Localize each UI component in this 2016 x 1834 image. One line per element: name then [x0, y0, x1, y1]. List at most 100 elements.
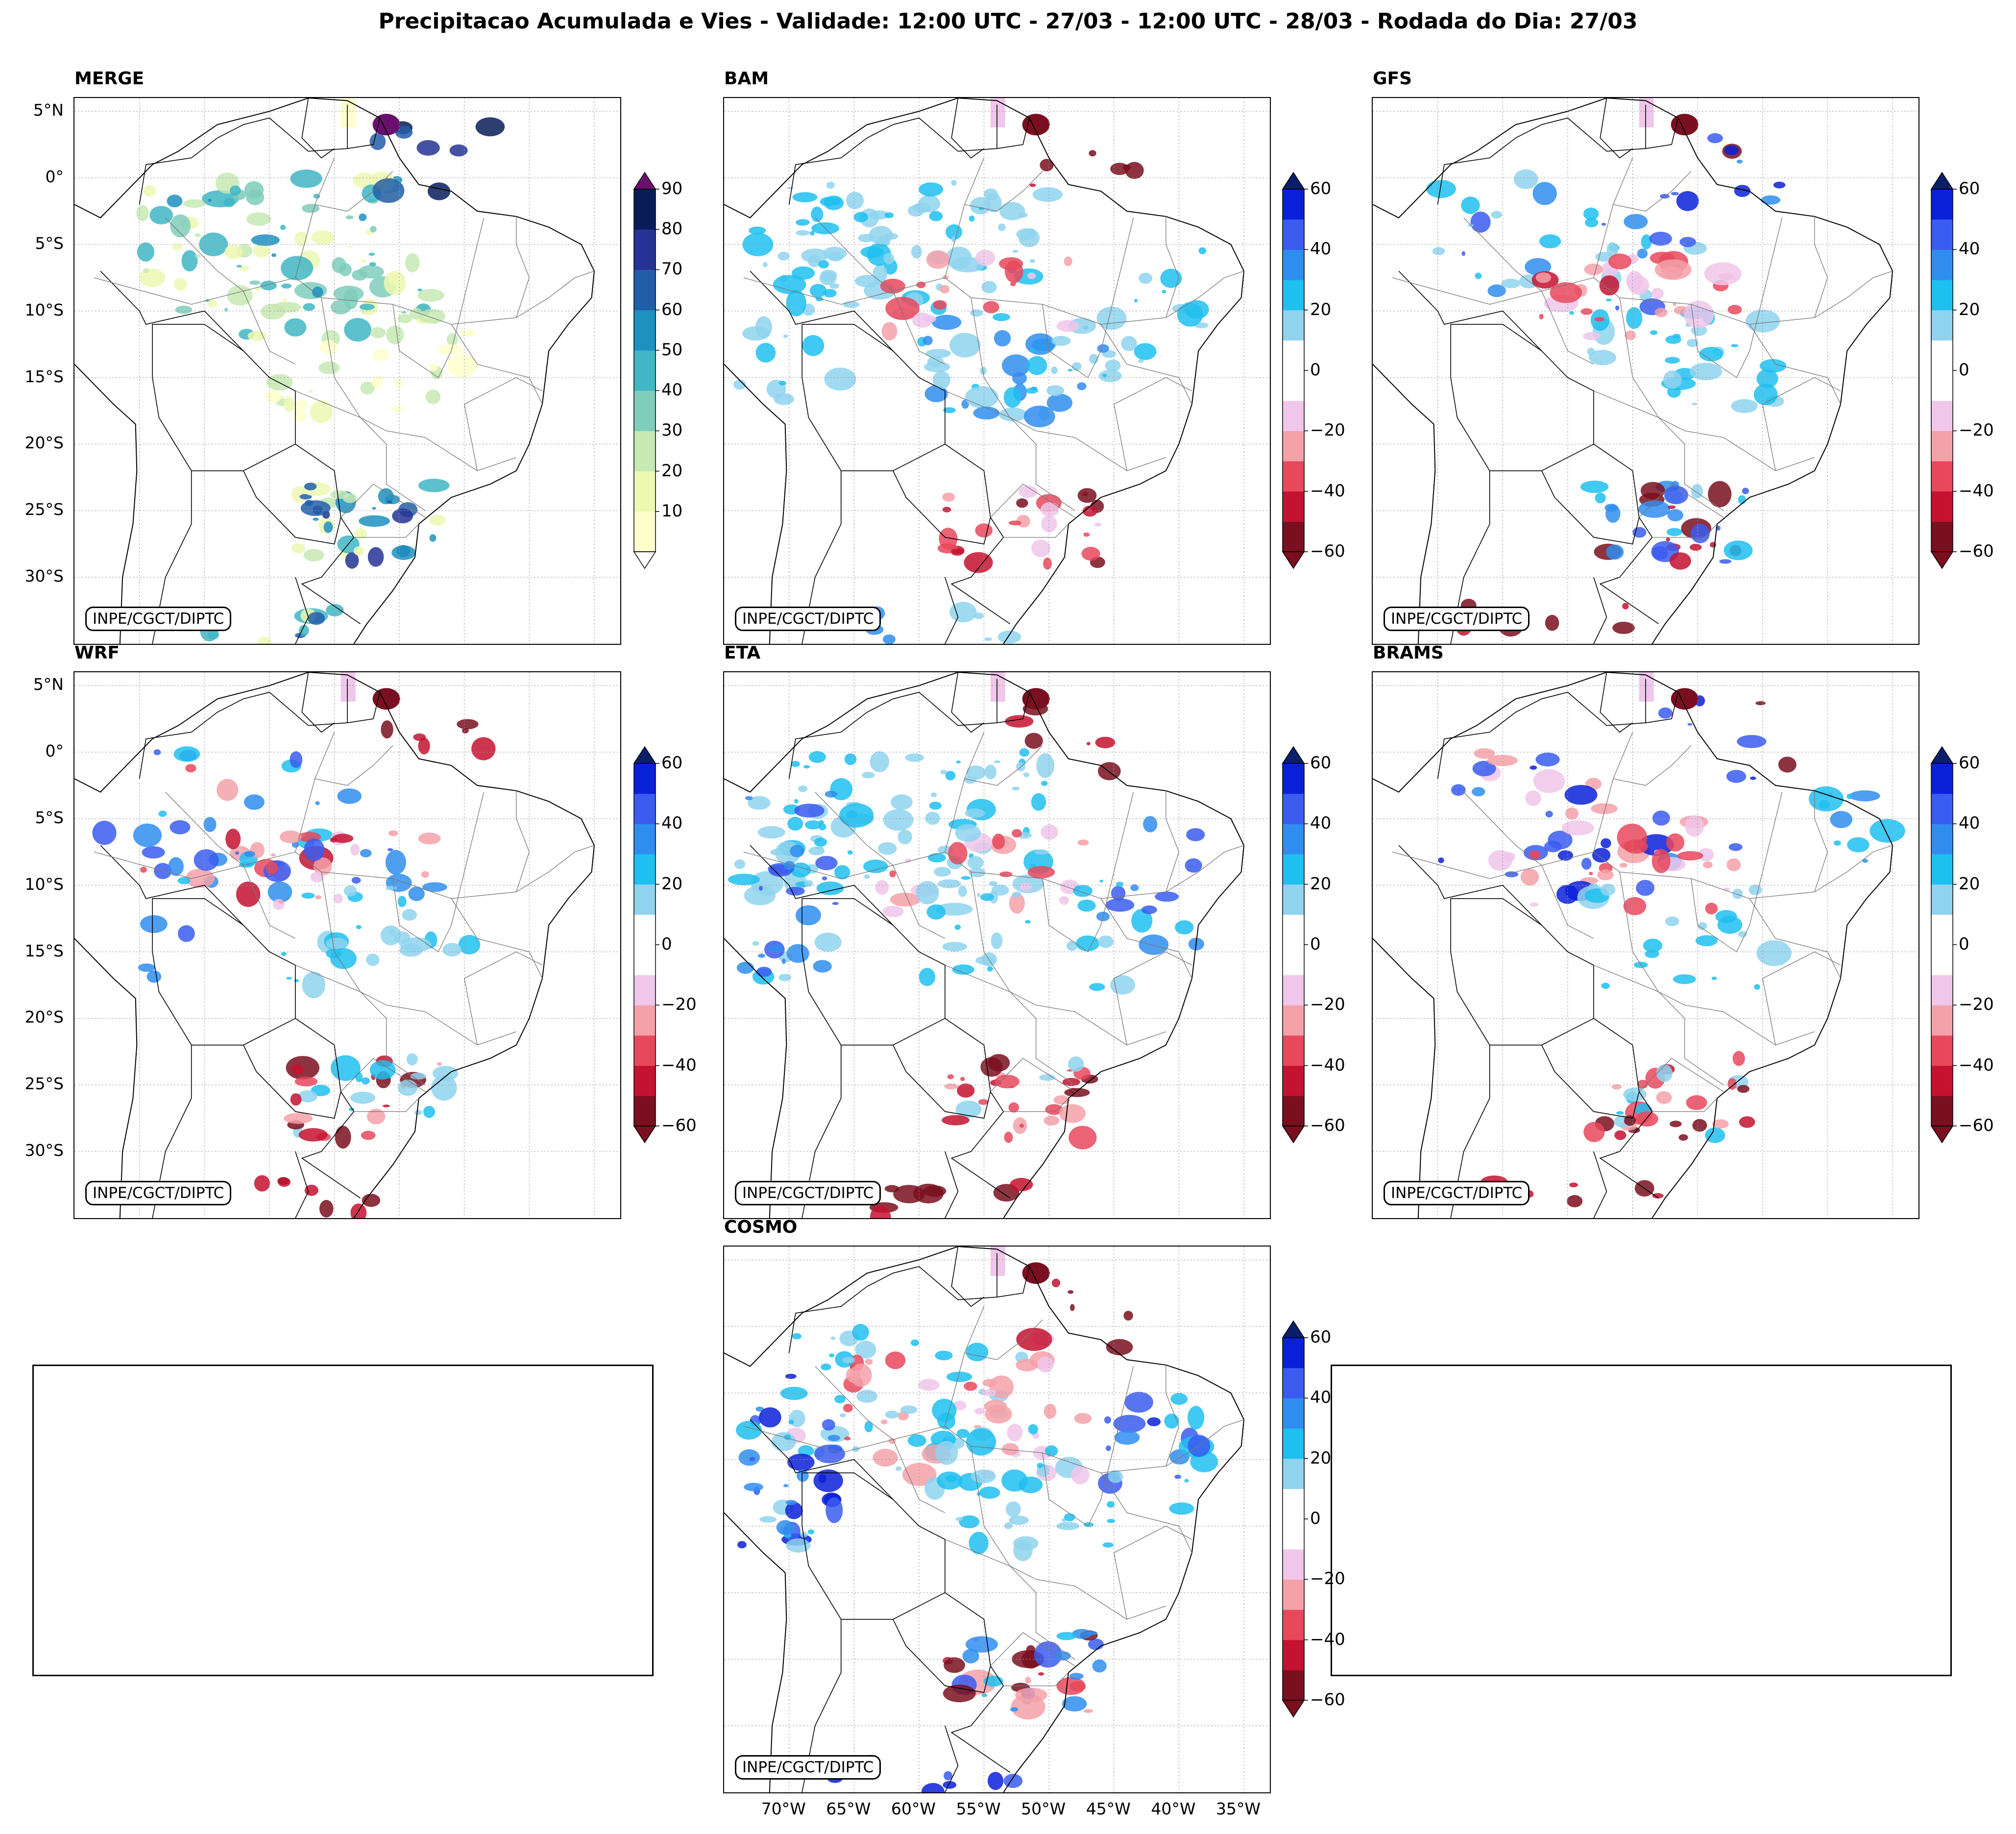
precip-blob	[1105, 898, 1135, 912]
precip-blob	[326, 937, 348, 950]
precip-blob	[414, 1110, 423, 1115]
colorbar-outline	[633, 189, 656, 552]
precip-blob	[207, 631, 219, 639]
country-border	[951, 1247, 984, 1307]
precip-blob	[1037, 1356, 1054, 1373]
country-border	[152, 898, 296, 1046]
state-border	[1003, 1672, 1069, 1687]
country-border	[945, 1725, 959, 1792]
precip-blob	[260, 303, 286, 320]
precip-blob	[433, 1066, 459, 1081]
precip-blob	[736, 961, 754, 974]
graticule	[1373, 98, 1919, 644]
precip-blob	[1488, 850, 1512, 871]
panel-label-eta: ETA	[724, 643, 761, 663]
precip-blob	[820, 196, 836, 207]
precip-blob	[1580, 308, 1593, 315]
precip-blob	[370, 327, 386, 339]
precip-blob	[1673, 974, 1696, 984]
pacific-coastline	[1373, 938, 1436, 1218]
colorbar-segment	[1283, 1005, 1304, 1036]
precip-blob	[458, 935, 481, 954]
precip-blob	[728, 874, 760, 885]
country-border	[750, 845, 1010, 1198]
colorbar-segment	[1931, 945, 1953, 976]
precip-blob	[830, 1336, 836, 1340]
precip-blob	[392, 405, 403, 413]
precip-blob	[370, 1060, 396, 1080]
precip-blob	[912, 202, 931, 213]
precip-blob	[291, 841, 299, 848]
precip-blob	[770, 849, 783, 856]
colorbar-segment	[634, 431, 656, 471]
precip-blob	[1004, 1522, 1013, 1529]
colorbar-tick-label: 60	[661, 753, 683, 773]
precip-blob	[1068, 368, 1073, 372]
precip-blob	[994, 330, 1011, 347]
precip-blob	[447, 333, 458, 346]
precip-blob	[1650, 330, 1658, 335]
precip-blob	[389, 929, 396, 935]
precip-blob	[143, 268, 149, 273]
precip-blob	[895, 1466, 902, 1471]
colorbar-segment	[1283, 1428, 1304, 1459]
precip-blob	[1530, 765, 1537, 770]
precip-blob	[1096, 306, 1127, 330]
lon-tick-label: 70°W	[761, 1799, 806, 1818]
precip-blob	[755, 1406, 764, 1412]
precip-blob	[350, 1091, 376, 1104]
colorbar-segment	[1931, 249, 1953, 280]
precip-blob	[980, 893, 994, 901]
precip-blob	[1474, 748, 1495, 759]
precip-blob	[1544, 840, 1562, 853]
precip-blob	[1809, 786, 1844, 812]
precip-blob	[1012, 829, 1022, 838]
precip-blob	[977, 893, 980, 897]
precip-blob	[279, 830, 302, 843]
precip-blob	[969, 215, 975, 222]
precip-blob	[803, 765, 810, 769]
precip-blob	[1077, 839, 1089, 846]
precip-blob	[962, 1649, 979, 1663]
precip-blob	[418, 737, 430, 755]
precip-blob	[814, 932, 842, 952]
lat-tick-label: 5°N	[33, 675, 64, 694]
precip-blob	[970, 309, 983, 317]
precip-blob	[1123, 1311, 1133, 1321]
precip-blob	[1082, 505, 1097, 517]
state-border	[165, 792, 244, 866]
precip-blob	[1095, 736, 1116, 749]
precip-blob	[933, 867, 951, 877]
precip-blob	[1583, 207, 1599, 220]
country-border	[1593, 1151, 1607, 1218]
precip-blob	[1081, 547, 1100, 561]
precip-blob	[744, 885, 776, 905]
precip-blob	[284, 318, 307, 337]
coastline	[724, 1247, 1245, 1792]
precip-blob	[991, 932, 1003, 950]
precip-blob	[808, 751, 826, 763]
precip-blob	[437, 344, 463, 355]
colorbar-tick-label: 60	[1959, 753, 1980, 773]
colorbar-segment	[634, 975, 656, 1005]
colorbar-segment	[1931, 491, 1953, 522]
precip-blob	[1567, 1195, 1583, 1207]
precip-blob	[878, 842, 897, 855]
precip-blob	[1870, 819, 1905, 843]
colorbar-tick-label: 40	[661, 813, 683, 833]
precip-blob	[290, 169, 322, 188]
precip-blob	[1077, 488, 1097, 503]
precip-blob	[778, 381, 786, 386]
precip-blob	[1138, 359, 1144, 363]
precip-blob	[366, 954, 380, 966]
precip-blob	[1147, 1417, 1161, 1426]
precip-blob	[303, 303, 315, 311]
country-border	[1541, 1045, 1640, 1119]
precip-blob	[1098, 935, 1114, 948]
precip-blob	[1177, 302, 1203, 327]
precip-blob	[824, 367, 856, 391]
state-border	[354, 524, 419, 538]
precip-blob	[1094, 522, 1102, 527]
graticule	[724, 98, 1270, 644]
country-border	[100, 270, 361, 624]
